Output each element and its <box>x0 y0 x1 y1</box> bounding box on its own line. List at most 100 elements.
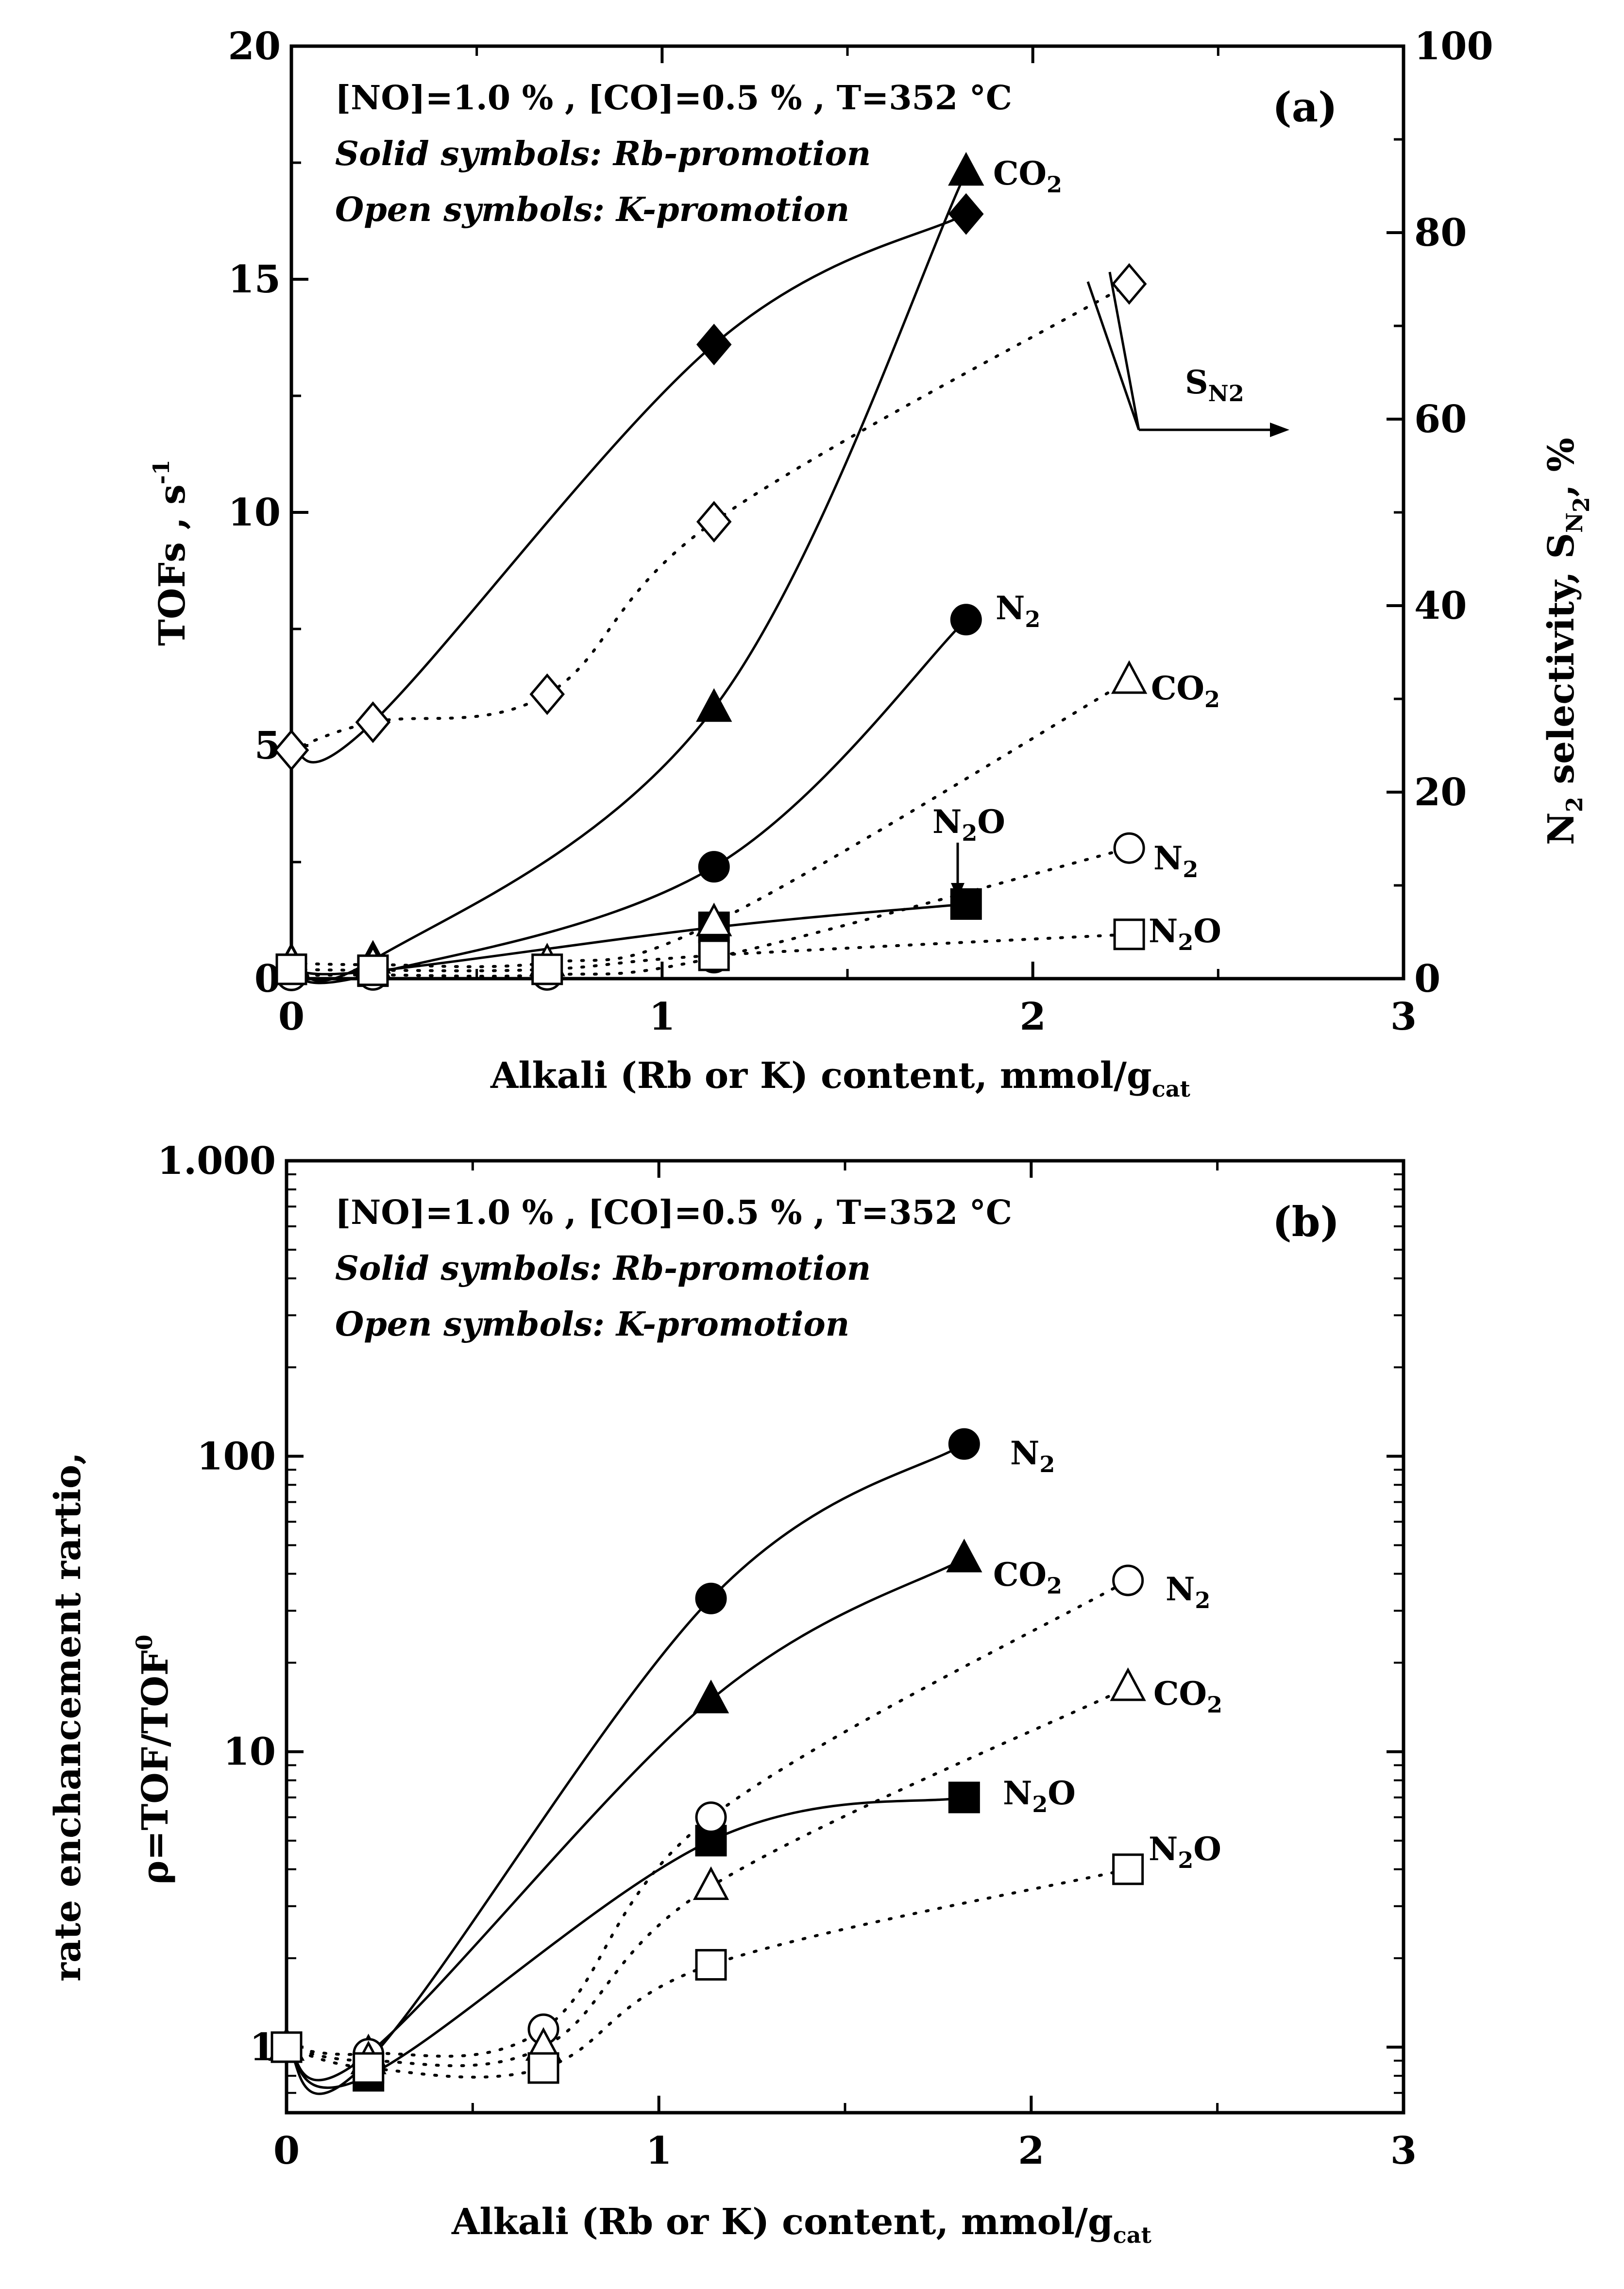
panel-b-tag: (b) <box>1272 1198 1339 1246</box>
panel-b-markers <box>268 1428 1146 2092</box>
n2-rb-point-3 <box>948 1428 980 1460</box>
co2-k-curve <box>290 678 1131 968</box>
label-co2-k-b: CO2 <box>1153 1675 1222 1718</box>
n2o-rb-curve <box>286 1796 964 2089</box>
panel-b-curves <box>285 1443 1130 2095</box>
sn2-k-point-1 <box>355 701 391 743</box>
panel-a-legend-open: Open symbols: K-promotion <box>335 190 849 229</box>
n2o-rb-point-3 <box>948 1781 980 1814</box>
co2-k-point-3 <box>696 902 732 936</box>
sn2-k-point-4 <box>1111 263 1147 305</box>
y2-tick-label: 40 <box>1414 584 1467 628</box>
n2-rb-point-2 <box>698 851 730 883</box>
y-tick-label: 1.000 <box>157 1139 276 1183</box>
label-co2-rb: CO2 <box>993 154 1062 198</box>
label-n2-rb-b: N2 <box>1010 1434 1055 1477</box>
panel-b-conditions: [NO]=1.0 % , [CO]=0.5 % , T=352 °C <box>335 1193 1012 1232</box>
co2-k-point-3 <box>693 1866 729 1900</box>
x-tick-label: 1 <box>646 2129 672 2173</box>
n2-k-point-4 <box>1113 832 1145 864</box>
label-n2o-k-b: N2O <box>1149 1830 1221 1873</box>
label-co2-k: CO2 <box>1151 669 1220 712</box>
co2-k-point-4 <box>1111 660 1148 694</box>
label-n2-k-b: N2 <box>1166 1570 1210 1613</box>
co2-k-curve <box>285 1686 1130 2068</box>
n2o-k-point-2 <box>527 2052 559 2084</box>
co2-rb-point-2 <box>696 688 732 722</box>
panel-b-legend-solid: Solid symbols: Rb-promotion <box>335 1249 871 1288</box>
label-co2-rb-b: CO2 <box>993 1556 1062 1599</box>
panel-b-ylabel-bottom: ρ=TOF/TOF0 <box>131 1635 176 1884</box>
y2-tick-label: 20 <box>1414 770 1467 814</box>
sn2-k-curve <box>290 282 1131 752</box>
n2-rb-point-2 <box>695 1582 727 1614</box>
x-tick-label: 2 <box>1020 995 1046 1039</box>
x-tick-label: 1 <box>649 995 675 1039</box>
sn2-rb-curve <box>291 213 967 763</box>
sn2-arrow <box>1086 271 1272 431</box>
sn2-rb-point-3 <box>948 193 984 235</box>
panel-a-legend-solid: Solid symbols: Rb-promotion <box>335 135 871 173</box>
x-tick-label: 3 <box>1390 2129 1417 2173</box>
panel-a-tag: (a) <box>1272 83 1337 131</box>
n2o-k-point-0 <box>271 2031 303 2063</box>
sn2-k-point-3 <box>696 501 732 543</box>
panel-a-frame <box>289 44 1405 981</box>
n2o-k-point-4 <box>1113 918 1145 950</box>
n2o-k-point-3 <box>698 939 730 971</box>
sn2-k-point-0 <box>273 729 309 771</box>
y2-tick-label: 60 <box>1414 397 1467 441</box>
n2o-k-point-0 <box>275 953 307 985</box>
label-n2o-rb: N2O <box>932 803 1005 846</box>
co2-rb-point-3 <box>946 1539 982 1573</box>
n2o-k-point-1 <box>357 954 389 986</box>
n2-rb-curve <box>286 1443 965 2095</box>
co2-k-point-4 <box>1110 1667 1146 1701</box>
n2o-rb-curve <box>291 902 966 976</box>
sn2-rb-point-2 <box>696 323 732 366</box>
n2o-k-point-4 <box>1112 1853 1144 1885</box>
co2-rb-curve <box>291 171 967 983</box>
co2-rb-point-2 <box>693 1679 729 1713</box>
n2o-k-point-2 <box>531 953 563 985</box>
n2-k-point-3 <box>695 1801 727 1833</box>
y-tick-label: 10 <box>223 1730 276 1774</box>
panel-a-ylabel: TOFs , s-1 <box>148 459 193 646</box>
label-n2o-rb-b: N2O <box>1003 1774 1076 1817</box>
sn2-k-point-2 <box>529 673 565 715</box>
panel-a-y2label: N2 selectivity, SN2, % <box>1540 438 1594 845</box>
n2-k-point-4 <box>1112 1564 1144 1596</box>
panel-a-xlabel: Alkali (Rb or K) content, mmol/gcat <box>490 1055 1191 1102</box>
n2o-k-point-3 <box>695 1949 727 1981</box>
y-tick-label: 100 <box>197 1434 276 1478</box>
y-tick-label: 5 <box>254 724 281 768</box>
panel-b-legend-open: Open symbols: K-promotion <box>335 1305 849 1344</box>
y2-tick-label: 100 <box>1414 24 1493 68</box>
n2o-rb-point-2 <box>695 1825 727 1857</box>
y2-tick-label: 0 <box>1414 957 1440 1001</box>
x-tick-label: 2 <box>1018 2129 1044 2173</box>
panel-b-ylabel-top: rate enchancement rartio, <box>47 1452 89 1982</box>
label-n2-rb: N2 <box>996 589 1040 632</box>
panel-a-conditions: [NO]=1.0 % , [CO]=0.5 % , T=352 °C <box>335 79 1012 118</box>
n2o-arrowhead <box>951 883 964 899</box>
label-n2-k: N2 <box>1153 839 1198 882</box>
sn2-arrowhead <box>1270 423 1289 437</box>
n2o-k-point-1 <box>353 2052 385 2084</box>
co2-rb-point-3 <box>948 152 984 186</box>
label-n2o-k: N2O <box>1149 912 1221 955</box>
x-tick-label: 3 <box>1390 995 1417 1039</box>
x-tick-label: 0 <box>273 2129 300 2173</box>
panel-a-curves <box>290 171 1131 984</box>
n2-rb-curve <box>291 619 967 984</box>
y-tick-label: 15 <box>228 257 281 302</box>
y-tick-label: 20 <box>228 24 281 68</box>
y-tick-label: 10 <box>228 491 281 535</box>
co2-rb-curve <box>286 1558 965 2082</box>
panel-a-markers <box>273 152 1148 991</box>
